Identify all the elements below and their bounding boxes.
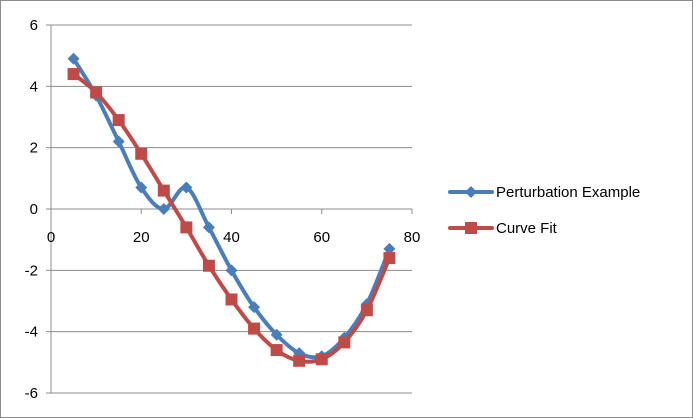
legend-marker-1 [465, 222, 477, 234]
legend-marker-0 [465, 186, 477, 198]
y-tick-label-0: -6 [25, 385, 38, 402]
series-1-point-1 [90, 86, 103, 99]
legend-label-1: Curve Fit [496, 220, 558, 237]
y-tick-label-6: 6 [30, 17, 38, 34]
y-tick-label-4: 2 [30, 140, 38, 157]
series-0-point-7 [225, 264, 238, 277]
series-1-point-5 [180, 221, 193, 234]
series-1-point-9 [270, 344, 283, 357]
series-0-point-8 [248, 301, 261, 314]
series-0-point-5 [180, 181, 193, 194]
series-1-point-10 [293, 354, 306, 367]
series-1-point-14 [383, 252, 396, 265]
y-tick-label-5: 4 [30, 78, 38, 95]
series-1-point-6 [202, 259, 215, 272]
y-tick-label-2: -2 [25, 262, 38, 279]
series-1-point-12 [338, 336, 351, 349]
series-1-point-7 [225, 293, 238, 306]
series-0-point-14 [383, 242, 396, 255]
series-0-point-4 [157, 203, 170, 215]
legend-label-0: Perturbation Example [496, 184, 640, 201]
y-tick-label-1: -4 [25, 324, 38, 341]
series-1-point-3 [135, 147, 148, 160]
x-tick-label-2: 40 [223, 229, 240, 246]
series-0-point-3 [135, 181, 148, 194]
y-tick-label-3: 0 [30, 201, 38, 218]
x-tick-label-3: 60 [313, 229, 330, 246]
x-tick-label-0: 0 [47, 229, 55, 246]
x-tick-label-1: 20 [133, 229, 150, 246]
series-1-point-13 [360, 304, 373, 317]
series-1-point-4 [157, 184, 170, 197]
series-1-point-0 [67, 68, 80, 81]
series-1-point-8 [248, 322, 261, 335]
series-0-point-2 [112, 135, 125, 148]
series-0-point-6 [202, 221, 215, 234]
series-0-point-0 [67, 52, 80, 65]
series-line-0 [71, 56, 392, 360]
x-tick-label-4: 80 [404, 229, 421, 246]
series-0-point-9 [270, 328, 283, 341]
series-1-point-11 [315, 353, 328, 366]
series-1-point-2 [112, 114, 125, 127]
